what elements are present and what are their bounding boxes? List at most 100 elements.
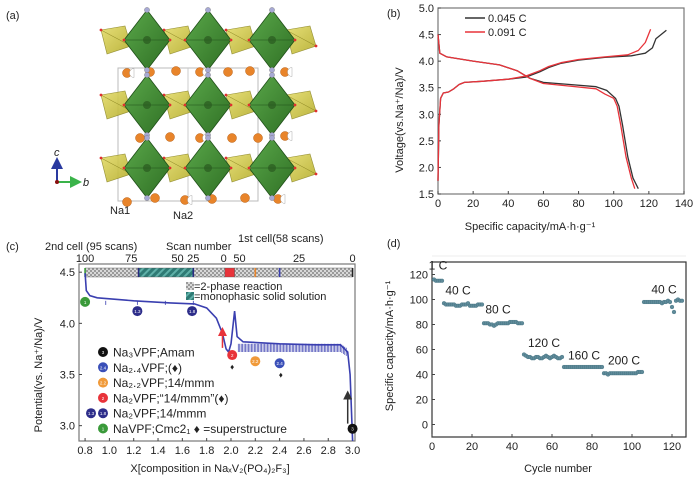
oxygen-atom bbox=[122, 166, 126, 170]
phase-bar-segment bbox=[224, 267, 235, 278]
composition-marker-label: 2.2 bbox=[252, 359, 259, 364]
top-axis-tick-label: 50 bbox=[171, 253, 183, 265]
phase-bar-segment bbox=[138, 267, 194, 278]
tetra-edge bbox=[225, 94, 257, 112]
top-axis-tick-label: 50 bbox=[233, 253, 245, 265]
oxygen-atom bbox=[224, 28, 228, 32]
oxygen-atom bbox=[168, 103, 172, 107]
species-legend-icon bbox=[98, 408, 108, 419]
species-legend-icon-label: 1.3 bbox=[88, 411, 95, 416]
panel-b-label: (b) bbox=[387, 8, 400, 20]
x-tick-label: 20 bbox=[467, 198, 479, 210]
fluorine-atom bbox=[205, 67, 211, 73]
x-tick-label: 80 bbox=[586, 441, 598, 453]
legend-label-0091c: 0.091 C bbox=[488, 27, 527, 39]
x-tick-label: 60 bbox=[546, 441, 558, 453]
top-axis-tick-label: 100 bbox=[76, 253, 94, 265]
cycle-point bbox=[639, 369, 645, 375]
fluorine-atom bbox=[269, 195, 275, 201]
fluorine-atom bbox=[205, 72, 211, 78]
top-axis-left-title: 2nd cell (95 scans) bbox=[45, 241, 137, 253]
oxygen-atom bbox=[229, 103, 233, 107]
species-legend-label: Na₂VPF;14/mmm bbox=[113, 407, 206, 421]
oxygen-atom bbox=[293, 166, 297, 170]
phase-bar-segment bbox=[193, 267, 226, 278]
panel-b-xlabel: Specific capacity/mA·h·g⁻¹ bbox=[465, 221, 596, 233]
na1-site-label: Na1 bbox=[110, 205, 130, 217]
crystal-structure-illustration bbox=[99, 7, 318, 207]
oxygen-atom bbox=[314, 44, 318, 48]
x-tick-label: 40 bbox=[502, 198, 514, 210]
x-tick-label: 1.8 bbox=[199, 445, 214, 457]
na-atom bbox=[122, 197, 132, 207]
phase-legend-swatch bbox=[186, 292, 194, 300]
oxygen-atom bbox=[122, 103, 126, 107]
top-axis-tick-label: 0 bbox=[221, 253, 227, 265]
na-atom bbox=[165, 132, 175, 142]
top-axis-right-title: 1st cell(58 scans) bbox=[238, 233, 324, 245]
panel-c-operando-profile: (c) 2nd cell (95 scans) Scan number 1st … bbox=[6, 233, 360, 475]
vanadium-center bbox=[268, 101, 276, 109]
na-partial-atom bbox=[280, 194, 286, 204]
y-tick-label: 3.0 bbox=[419, 109, 434, 121]
x-tick-label: 60 bbox=[537, 198, 549, 210]
x-tick-label: 140 bbox=[675, 198, 693, 210]
x-tick-label: 2.2 bbox=[248, 445, 263, 457]
species-legend-label: Na₂VPF;“14/mmm”(♦) bbox=[113, 391, 228, 405]
panel-c-xlabel: X[composition in NaₓV₂(PO₄)₂F₃] bbox=[130, 463, 289, 475]
oxygen-atom bbox=[247, 103, 251, 107]
x-tick-label: 2.4 bbox=[272, 445, 287, 457]
oxygen-atom bbox=[99, 156, 103, 160]
na-atom bbox=[171, 66, 181, 76]
oxygen-atom bbox=[314, 172, 318, 176]
composition-marker bbox=[274, 358, 285, 369]
cycle-point bbox=[671, 309, 677, 315]
panel-b-ylabel: Voltage(vs.Na⁺/Na)/V bbox=[394, 67, 406, 173]
tetra-edge bbox=[100, 94, 132, 112]
tetra-edge bbox=[100, 29, 132, 47]
y-tick-label: 120 bbox=[410, 270, 428, 282]
composition-marker bbox=[347, 423, 358, 434]
x-tick-label: 1.0 bbox=[102, 445, 117, 457]
y-tick-label: 40 bbox=[416, 370, 428, 382]
vanadium-center bbox=[268, 36, 276, 44]
fluorine-atom bbox=[269, 72, 275, 78]
na2-site-label: Na2 bbox=[173, 210, 193, 222]
cycle-point bbox=[599, 364, 605, 370]
oxygen-atom bbox=[99, 28, 103, 32]
species-legend-icon bbox=[98, 423, 108, 434]
x-tick-label: 120 bbox=[663, 441, 681, 453]
composition-marker-label: 2 bbox=[231, 353, 234, 358]
na-partial-atom bbox=[129, 68, 135, 78]
oxygen-atom bbox=[99, 93, 103, 97]
vanadium-center bbox=[143, 36, 151, 44]
composition-marker-label: 1.3 bbox=[134, 309, 141, 314]
y-tick-label: 1.5 bbox=[419, 189, 434, 201]
na-atom bbox=[253, 133, 263, 143]
oxygen-atom bbox=[183, 166, 187, 170]
superstructure-mark: ♦ bbox=[230, 362, 234, 371]
vanadium-center bbox=[204, 36, 212, 44]
oxygen-atom bbox=[224, 156, 228, 160]
cycle-point bbox=[479, 302, 485, 307]
panel-a-label: (a) bbox=[6, 10, 19, 22]
panel-c-phase-legend: =2-phase reaction=monophasic solid solut… bbox=[186, 281, 326, 303]
y-tick-label: 3.5 bbox=[419, 83, 434, 95]
rate-label: 40 C bbox=[651, 282, 677, 296]
composition-marker bbox=[80, 296, 91, 307]
species-legend-label: Na₂.₂VPF;14/mmm bbox=[113, 376, 214, 390]
y-tick-label: 60 bbox=[416, 345, 428, 357]
x-tick-label: 1.6 bbox=[175, 445, 190, 457]
species-legend-icon bbox=[98, 377, 108, 388]
oxygen-atom bbox=[293, 38, 297, 42]
vanadium-center bbox=[143, 164, 151, 172]
rate-label: 200 C bbox=[608, 354, 640, 368]
fluorine-atom bbox=[205, 195, 211, 201]
na-atom bbox=[223, 67, 233, 77]
panel-b-voltage-profile: (b) 0 20 40 60 80 100 120 140 1.5 2.0 2.5 3.0 3.5 4.0… bbox=[387, 3, 693, 233]
species-legend-icon-label: 1.8 bbox=[100, 411, 107, 416]
tetra-edge bbox=[285, 157, 317, 175]
x-tick-label: 1.4 bbox=[150, 445, 165, 457]
cycle-point bbox=[519, 321, 525, 326]
oxygen-atom bbox=[229, 166, 233, 170]
